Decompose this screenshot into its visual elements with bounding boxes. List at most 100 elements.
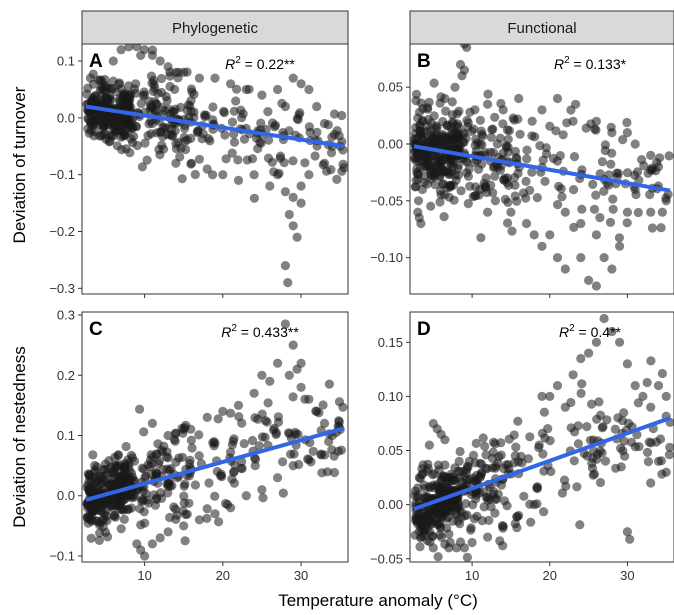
data-point (147, 418, 157, 428)
data-point (630, 170, 640, 180)
data-point (87, 504, 97, 515)
data-point (163, 488, 173, 498)
data-point (85, 471, 95, 481)
data-point (261, 124, 271, 135)
data-point (607, 326, 617, 337)
data-point (490, 196, 500, 206)
data-point (186, 158, 197, 168)
data-point (622, 128, 633, 138)
data-point (147, 539, 157, 549)
data-point (492, 139, 502, 149)
data-point (452, 543, 462, 553)
data-point (453, 466, 463, 476)
scatter-points (410, 44, 674, 291)
panel-border (409, 43, 674, 295)
data-point (653, 381, 664, 391)
data-point (179, 498, 189, 508)
data-point (422, 524, 432, 534)
data-point (503, 218, 513, 228)
r-squared-value: = 0.433** (237, 324, 299, 340)
y-tick-label: 0.0 (57, 488, 75, 503)
data-point (88, 450, 98, 460)
data-point (630, 442, 640, 452)
panel-letter: D (417, 319, 431, 340)
data-point (129, 456, 140, 466)
data-point (138, 495, 148, 505)
data-point (267, 157, 277, 167)
data-point (179, 132, 189, 142)
data-point (416, 218, 426, 229)
data-point (608, 204, 618, 214)
data-point (421, 511, 431, 521)
data-point (429, 78, 439, 88)
data-point (569, 152, 580, 162)
panel-letter: A (89, 51, 103, 72)
data-point (664, 450, 674, 460)
y-tick-label: 0.0 (57, 110, 75, 125)
data-point (614, 233, 625, 243)
data-point (326, 165, 336, 175)
data-point (136, 99, 146, 109)
data-point (194, 430, 204, 440)
data-point (521, 218, 532, 229)
data-point (633, 207, 643, 218)
y-axis-title-turnover: Deviation of turnover (10, 86, 29, 243)
data-point (265, 376, 275, 386)
data-point (588, 179, 598, 189)
data-point (84, 512, 95, 522)
data-point (509, 458, 520, 468)
data-point (433, 460, 443, 470)
data-point (510, 519, 520, 529)
data-point (428, 470, 438, 480)
data-point (447, 97, 457, 107)
data-point (163, 430, 173, 441)
data-point (216, 471, 226, 481)
data-point (498, 119, 508, 129)
data-point (257, 370, 267, 380)
data-point (280, 187, 290, 197)
data-point (292, 232, 302, 242)
data-point (483, 532, 493, 542)
r-squared-symbol: R (559, 324, 569, 340)
data-point (426, 118, 436, 128)
data-point (599, 253, 609, 263)
y-tick-label: 0.00 (378, 137, 403, 152)
data-point (179, 67, 189, 77)
data-point (83, 83, 93, 93)
data-point (142, 155, 152, 165)
data-point (163, 453, 173, 463)
data-point (155, 56, 165, 66)
r-squared-annotation: R2 = 0.4** (559, 323, 622, 340)
data-point (139, 427, 149, 437)
data-point (438, 116, 448, 127)
data-point (441, 106, 451, 116)
data-point (576, 253, 586, 263)
data-point (236, 463, 246, 473)
data-point (450, 127, 460, 137)
data-point (171, 457, 181, 467)
data-point (514, 93, 524, 104)
data-point (435, 502, 445, 512)
data-point (433, 552, 443, 562)
data-point (312, 127, 322, 137)
data-point (427, 134, 438, 144)
y-tick-label: 0.15 (378, 335, 403, 350)
x-tick-label: 20 (216, 568, 230, 583)
data-point (487, 125, 497, 135)
data-point (308, 446, 318, 456)
data-point (116, 45, 126, 55)
data-point (124, 462, 134, 472)
data-point (262, 417, 272, 427)
data-point (239, 439, 249, 449)
data-point (319, 158, 330, 168)
data-point (144, 119, 154, 129)
data-point (616, 462, 626, 472)
data-point (522, 145, 532, 155)
data-point (554, 181, 564, 191)
data-point (289, 449, 299, 459)
data-point (463, 118, 473, 128)
y-tick-label: −0.05 (370, 551, 403, 566)
data-point (234, 412, 244, 422)
data-point (651, 437, 662, 447)
data-point (506, 207, 516, 217)
